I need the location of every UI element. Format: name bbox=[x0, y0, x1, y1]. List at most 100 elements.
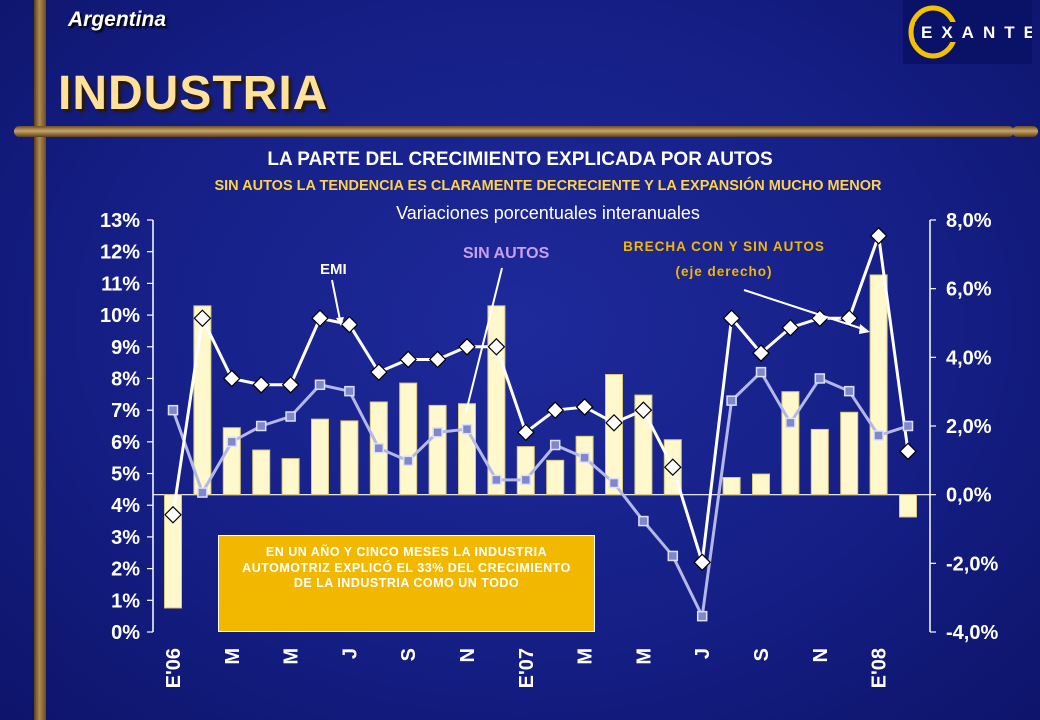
emi-point bbox=[722, 309, 741, 328]
left-tick-label: 2% bbox=[111, 559, 140, 581]
chart-title: LA PARTE DEL CRECIMIENTO EXPLICADA POR A… bbox=[267, 149, 773, 170]
annotation-brecha: BRECHA CON Y SIN AUTOS bbox=[623, 239, 825, 254]
sin-autos-point bbox=[814, 373, 826, 384]
right-tick-label: -2,0% bbox=[946, 553, 998, 575]
emi-point bbox=[193, 309, 212, 328]
sin-autos-point bbox=[785, 417, 796, 429]
emi-point bbox=[222, 369, 241, 388]
sin-autos-point bbox=[167, 404, 179, 416]
emi-point bbox=[781, 318, 800, 337]
x-tick-label: M bbox=[222, 648, 244, 665]
brecha-bar bbox=[722, 477, 741, 496]
emi-point bbox=[663, 458, 682, 477]
x-tick-label: J bbox=[692, 648, 714, 659]
emi-point bbox=[693, 553, 712, 572]
emi-point bbox=[575, 398, 594, 416]
decorative-horizontal-bar bbox=[14, 126, 1014, 137]
annotation-sin-autos: SIN AUTOS bbox=[463, 245, 550, 262]
annotation-brecha-arrowhead bbox=[859, 324, 870, 334]
sin-autos-point bbox=[197, 487, 208, 498]
emi-point bbox=[399, 350, 418, 369]
brecha-bar bbox=[340, 420, 359, 496]
brecha-bar bbox=[458, 403, 476, 496]
brecha-bar bbox=[899, 494, 917, 518]
left-tick-label: 9% bbox=[111, 337, 140, 359]
country-label: Argentina bbox=[68, 8, 167, 31]
annotation-brecha-arrow bbox=[743, 289, 867, 331]
brecha-bar bbox=[840, 411, 859, 496]
emi-point bbox=[340, 315, 359, 334]
decorative-vertical-bar bbox=[34, 0, 46, 720]
sin-autos-point bbox=[549, 439, 561, 451]
sin-autos-point bbox=[902, 420, 914, 432]
sin-autos-point bbox=[491, 474, 502, 486]
x-tick-label: N bbox=[810, 648, 832, 662]
brecha-bar bbox=[428, 404, 447, 496]
left-tick-label: 12% bbox=[100, 242, 140, 264]
brecha-bar bbox=[575, 435, 594, 496]
emi-point bbox=[252, 375, 271, 394]
x-tick-label: M bbox=[281, 648, 303, 665]
emi-point bbox=[516, 423, 535, 442]
x-tick-label: S bbox=[751, 648, 773, 661]
sin-autos-point bbox=[755, 366, 767, 378]
annotation-sin-autos-arrow bbox=[465, 267, 503, 413]
right-tick-label: -4,0% bbox=[946, 622, 998, 644]
chart-note: Variaciones porcentuales interanuales bbox=[396, 203, 700, 223]
chart-subtitle: SIN AUTOS LA TENDENCIA ES CLARAMENTE DEC… bbox=[214, 178, 882, 194]
sin-autos-point bbox=[667, 550, 679, 562]
brecha-bar bbox=[399, 382, 418, 496]
x-tick-label: E'07 bbox=[516, 648, 538, 688]
decorative-bar-end bbox=[1012, 126, 1038, 137]
brecha-bar bbox=[487, 305, 506, 496]
left-tick-label: 3% bbox=[111, 527, 140, 549]
sin-autos-point bbox=[314, 379, 326, 391]
sin-autos-point bbox=[285, 411, 296, 422]
brecha-bar bbox=[546, 459, 565, 496]
right-tick-label: 2,0% bbox=[946, 416, 992, 438]
right-tick-label: 4,0% bbox=[946, 347, 992, 369]
left-tick-label: 11% bbox=[101, 273, 140, 295]
left-tick-label: 1% bbox=[111, 590, 140, 612]
sin-autos-point bbox=[520, 474, 532, 486]
brecha-bar bbox=[605, 374, 623, 496]
sin-autos-point bbox=[432, 427, 443, 438]
x-tick-label: E'06 bbox=[163, 648, 185, 688]
sin-autos-line bbox=[171, 369, 909, 622]
sin-autos-point bbox=[255, 420, 267, 432]
brecha-bar bbox=[869, 274, 888, 496]
sin-autos-point bbox=[726, 395, 737, 406]
emi-point bbox=[458, 337, 476, 356]
emi-point bbox=[311, 309, 329, 328]
sin-autos-point bbox=[579, 452, 590, 463]
emi-point bbox=[369, 363, 388, 381]
emi-point bbox=[281, 375, 300, 394]
page-title: INDUSTRIA bbox=[58, 67, 329, 120]
right-tick-label: 6,0% bbox=[946, 279, 992, 301]
x-tick-label: E'08 bbox=[869, 648, 891, 688]
sin-autos-point bbox=[226, 436, 238, 448]
emi-line bbox=[171, 235, 910, 563]
sin-autos-point bbox=[638, 515, 649, 527]
brecha-bar bbox=[193, 305, 212, 496]
callout-box: EN UN AÑO Y CINCO MESES LA INDUSTRIA AUT… bbox=[218, 535, 595, 632]
sin-autos-point bbox=[402, 455, 414, 467]
emi-point bbox=[605, 413, 623, 432]
sin-autos-point bbox=[873, 430, 884, 441]
annotation-emi-arrow bbox=[331, 279, 341, 321]
x-tick-label: J bbox=[339, 648, 361, 659]
logo-text: EXANTE bbox=[921, 23, 1032, 42]
x-tick-label: N bbox=[457, 648, 479, 662]
brecha-bar bbox=[781, 391, 800, 496]
emi-point bbox=[487, 337, 506, 356]
left-tick-label: 6% bbox=[111, 432, 140, 454]
sin-autos-point bbox=[608, 477, 620, 489]
left-tick-label: 10% bbox=[100, 305, 140, 327]
brecha-bar bbox=[810, 428, 829, 496]
brecha-bar bbox=[281, 458, 300, 496]
sin-autos-point bbox=[373, 442, 385, 454]
x-tick-label: M bbox=[575, 648, 597, 665]
emi-point bbox=[634, 401, 653, 420]
brecha-bar bbox=[311, 418, 329, 496]
sin-autos-point bbox=[461, 423, 473, 435]
